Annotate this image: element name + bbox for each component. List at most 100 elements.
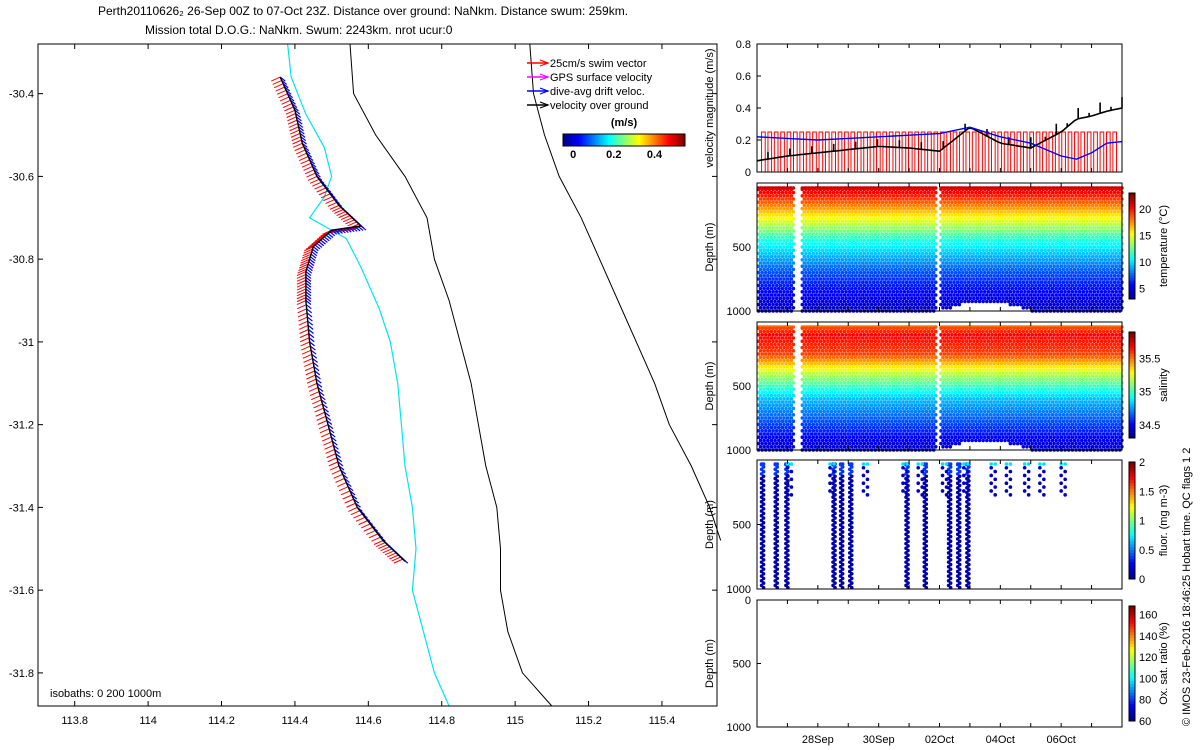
drift-vector <box>351 226 358 232</box>
section-point <box>804 264 808 269</box>
section-point <box>1054 216 1058 220</box>
section-point <box>939 302 943 307</box>
section-point <box>866 302 870 307</box>
section-point <box>1085 290 1089 294</box>
section-point <box>1079 210 1084 214</box>
section-point <box>1066 251 1071 256</box>
section-point <box>953 219 958 224</box>
section-point <box>941 203 945 208</box>
section-point <box>1077 258 1082 262</box>
section-point <box>902 238 907 243</box>
section-point <box>959 261 964 265</box>
section-point <box>756 333 761 337</box>
section-point <box>866 277 870 281</box>
section-point <box>1030 206 1035 211</box>
section-point <box>1054 286 1058 291</box>
section-point <box>897 203 902 208</box>
section-point <box>842 203 847 208</box>
section-point <box>1019 264 1024 269</box>
section-point <box>813 222 818 227</box>
section-point <box>1114 213 1119 217</box>
section-point <box>904 203 909 208</box>
section-point <box>931 238 936 243</box>
section-point <box>1079 299 1084 304</box>
section-point <box>871 267 876 272</box>
section-point <box>864 190 869 195</box>
section-point <box>1032 261 1037 265</box>
section-point <box>1015 213 1020 217</box>
section-point <box>1019 206 1024 211</box>
section-point <box>1052 270 1056 275</box>
section-point <box>1072 235 1077 240</box>
section-point <box>1023 206 1027 211</box>
section-point <box>1083 293 1088 297</box>
section-point <box>986 290 991 294</box>
section-point <box>849 254 854 259</box>
section-point <box>1103 251 1108 256</box>
section-point <box>785 377 790 382</box>
section-point <box>820 248 825 252</box>
section-point <box>866 264 870 269</box>
section-point <box>1074 219 1078 224</box>
section-point <box>946 277 951 281</box>
section-point <box>952 286 956 291</box>
swim-vector <box>302 353 313 359</box>
section-point <box>807 264 812 269</box>
section-point <box>858 290 863 294</box>
section-point <box>1068 267 1073 272</box>
section-point <box>780 254 785 259</box>
section-point <box>842 254 847 259</box>
section-point <box>1043 229 1048 233</box>
colorbar-tick: 20 <box>1139 204 1151 216</box>
section-point <box>776 329 781 334</box>
section-point <box>1050 242 1055 246</box>
section-point <box>997 206 1002 211</box>
section-point <box>760 206 764 211</box>
swim-vector <box>320 193 331 199</box>
section-point <box>826 251 830 256</box>
section-point <box>811 213 816 217</box>
section-point <box>963 299 967 304</box>
section-point <box>780 361 785 366</box>
section-point <box>1037 200 1042 204</box>
section-point <box>802 374 807 379</box>
section-point <box>844 258 848 262</box>
section-point <box>983 226 987 230</box>
section-point <box>758 229 763 233</box>
section-point <box>1081 187 1086 192</box>
section-point <box>806 229 810 233</box>
section-point <box>862 283 867 288</box>
section-point <box>930 222 934 227</box>
section-point <box>869 283 874 288</box>
section-point <box>955 210 960 214</box>
section-point <box>1043 299 1048 304</box>
section-point <box>784 248 788 252</box>
section-point <box>774 371 779 376</box>
section-point <box>948 274 953 278</box>
section-point <box>959 280 964 285</box>
section-point <box>782 441 786 446</box>
section-point <box>868 210 872 214</box>
section-point <box>1036 286 1040 291</box>
section-point <box>1054 222 1058 227</box>
section-point <box>891 264 896 269</box>
section-point <box>957 270 962 275</box>
section-point <box>957 245 962 249</box>
section-point <box>762 299 766 304</box>
section-point <box>762 306 766 310</box>
section-point <box>899 270 903 275</box>
section-point <box>1008 219 1013 224</box>
section-point <box>1056 238 1060 243</box>
section-point <box>766 222 770 227</box>
section-point <box>766 374 770 379</box>
swim-vector <box>338 213 348 219</box>
section-point <box>1065 197 1069 201</box>
section-point <box>868 222 872 227</box>
section-point <box>864 222 869 227</box>
swim-vector <box>322 436 332 442</box>
section-point <box>975 258 980 262</box>
section-point <box>1059 258 1064 262</box>
section-point <box>1081 200 1086 204</box>
section-point <box>1050 197 1055 201</box>
